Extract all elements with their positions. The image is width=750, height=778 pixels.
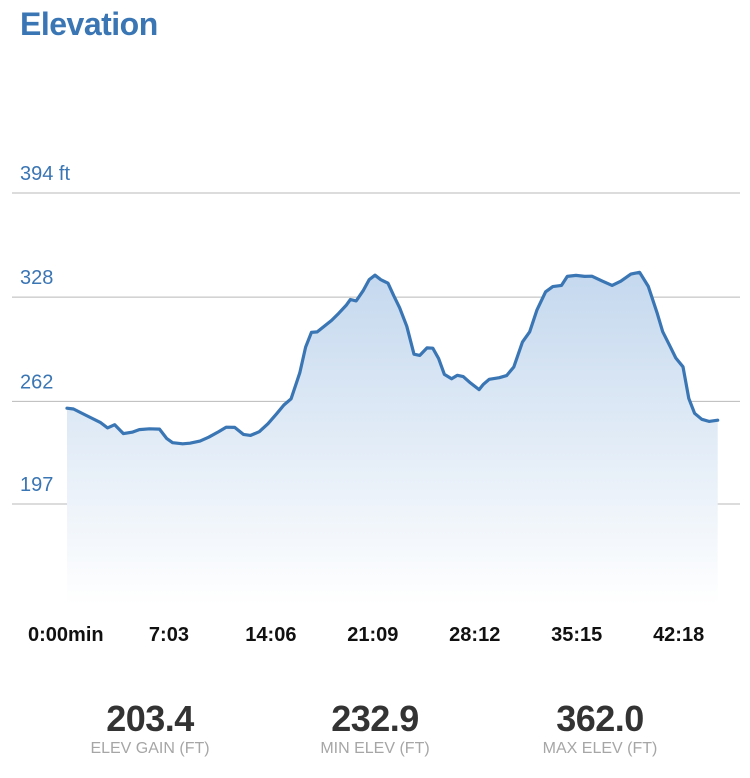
y-tick-label: 394 ft (20, 163, 70, 185)
x-tick-label: 42:18 (653, 624, 704, 646)
min-elev-stat: 232.9 MIN ELEV (FT) (250, 700, 500, 758)
x-tick-label: 0:00min (28, 624, 104, 646)
max-elev-label: MAX ELEV (FT) (542, 740, 658, 757)
y-tick-label: 328 (20, 267, 53, 289)
elev-gain-stat: 203.4 ELEV GAIN (FT) (25, 700, 275, 758)
elev-gain-value: 203.4 (106, 698, 194, 739)
elevation-line (65, 270, 720, 446)
x-tick-label: 21:09 (347, 624, 398, 646)
x-tick-label: 35:15 (551, 624, 602, 646)
y-tick-label: 262 (20, 371, 53, 393)
x-tick-label: 14:06 (245, 624, 296, 646)
min-elev-label: MIN ELEV (FT) (320, 740, 430, 757)
elevation-area (67, 272, 718, 605)
page-title: Elevation (20, 6, 158, 42)
max-elev-value: 362.0 (556, 698, 644, 739)
elevation-chart: 394 ft 328 262 197 0:00min 7:03 14:06 21:09 28:… (12, 163, 740, 646)
y-tick-label: 197 (20, 474, 53, 496)
x-tick-label: 28:12 (449, 624, 500, 646)
min-elev-value: 232.9 (331, 698, 419, 739)
max-elev-stat: 362.0 MAX ELEV (FT) (475, 700, 725, 758)
elev-gain-label: ELEV GAIN (FT) (90, 740, 210, 757)
x-tick-label: 7:03 (149, 624, 189, 646)
